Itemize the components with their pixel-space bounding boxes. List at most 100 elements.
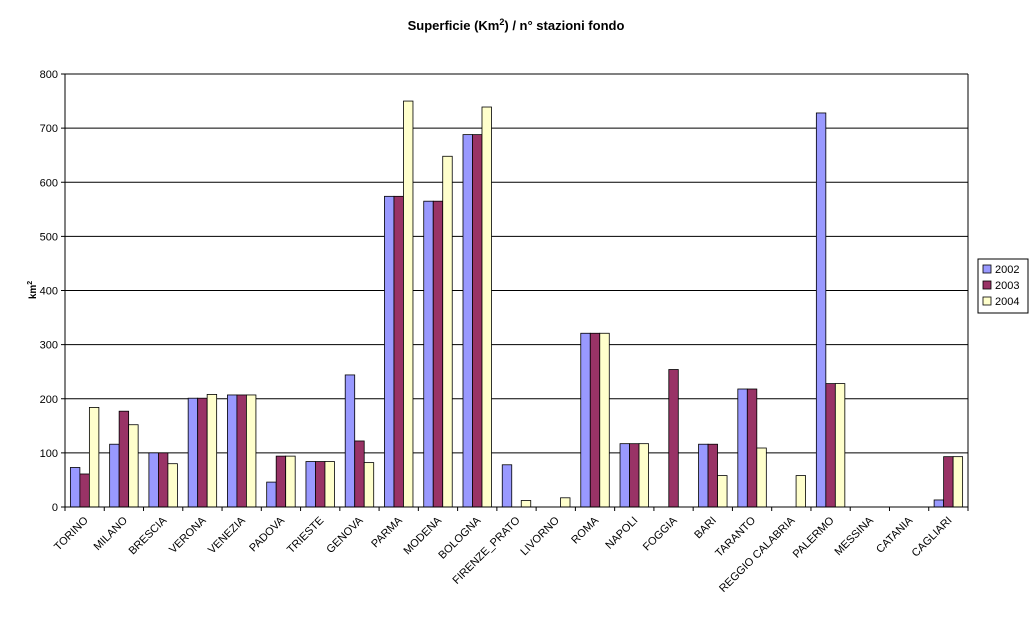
bar-2003-venezia: [236, 394, 247, 508]
bar-2003-bologna: [472, 134, 483, 508]
bar-2002-verona: [187, 397, 199, 508]
bar-2004-parma: [403, 100, 414, 508]
chart-title-rest: ) / n° stazioni fondo: [504, 18, 624, 33]
bar-2004-venezia: [246, 394, 257, 508]
legend-label-2003: 2003: [995, 280, 1019, 292]
bar-2003-padova: [275, 455, 287, 508]
bars: [69, 100, 964, 508]
x-tick-label: GENOVA: [324, 514, 366, 556]
x-tick-label: VERONA: [167, 514, 209, 556]
x-tick-label: CAGLIARI: [910, 515, 955, 560]
bar-2004-palermo: [834, 383, 846, 508]
bar-2003-roma: [589, 332, 601, 508]
chart-title-main: Superficie (Km: [408, 18, 500, 33]
bar-2003-trieste: [315, 461, 326, 508]
bar-2003-taranto: [746, 388, 758, 508]
bar-2002-bari: [698, 443, 709, 508]
legend-swatch-2003: [982, 280, 992, 290]
bar-2004-firenze-prato: [520, 500, 532, 508]
y-tick-label: 600: [40, 177, 58, 189]
y-tick-label: 700: [40, 123, 58, 135]
bar-2003-napoli: [629, 443, 640, 508]
bar-2002-brescia: [148, 452, 159, 508]
legend-swatch-2002: [982, 264, 992, 274]
x-tick-label: PALERMO: [791, 514, 837, 560]
x-tick-label: CATANIA: [874, 514, 916, 556]
x-tick-label: REGGIO CALABRIA: [717, 514, 798, 595]
bar-2004-milano: [128, 424, 139, 508]
bar-2004-livorno: [560, 497, 571, 508]
x-tick-label: TRIESTE: [285, 515, 326, 556]
y-tick-label: 400: [40, 286, 58, 298]
bar-2003-bari: [707, 443, 718, 508]
x-tick-label: PARMA: [369, 514, 405, 550]
x-tick-label: PADOVA: [247, 514, 287, 554]
bar-2003-milano: [118, 410, 130, 508]
bar-2003-torino: [79, 473, 90, 508]
bar-2003-verona: [197, 397, 208, 508]
bar-2004-brescia: [167, 463, 178, 508]
bar-2003-cagliari: [943, 456, 954, 508]
bar-2004-napoli: [638, 443, 649, 508]
bar-2002-genova: [344, 374, 356, 508]
x-tick-label: MESSINA: [832, 514, 876, 558]
y-axis-label-superscript: 2: [27, 281, 34, 285]
bar-2004-cagliari: [952, 456, 964, 508]
bar-2004-padova: [285, 455, 296, 508]
bar-2002-milano: [109, 443, 120, 508]
bar-2002-modena: [423, 200, 434, 508]
bar-2003-genova: [354, 440, 365, 508]
bar-2003-foggia: [668, 369, 679, 508]
bar-2002-torino: [69, 467, 81, 508]
legend-label-2004: 2004: [995, 296, 1019, 308]
bar-2004-trieste: [324, 461, 335, 508]
axes: [64, 73, 969, 511]
chart-title-superscript: 2: [499, 17, 504, 27]
x-tick-label: FOGGIA: [641, 514, 680, 553]
bar-2002-palermo: [815, 112, 827, 508]
bar-2004-bari: [717, 475, 728, 508]
y-axis-label: km2: [27, 281, 39, 299]
bar-2002-bologna: [462, 134, 473, 508]
bar-2002-taranto: [737, 388, 748, 508]
bar-2002-napoli: [619, 443, 630, 508]
x-tick-label: TORINO: [52, 514, 91, 553]
bar-2003-palermo: [825, 383, 836, 508]
y-tick-label: 100: [40, 448, 58, 460]
bar-2002-padova: [266, 481, 277, 508]
bar-2004-roma: [599, 332, 610, 508]
bar-2004-genova: [363, 462, 375, 508]
y-tick-label: 500: [40, 231, 58, 243]
y-tick-label: 0: [52, 502, 58, 514]
bar-2002-firenze-prato: [501, 464, 513, 508]
y-tick-label: 200: [40, 394, 58, 406]
y-tick-label: 800: [40, 69, 58, 81]
legend-label-2002: 2002: [995, 264, 1019, 276]
bar-2002-venezia: [227, 394, 238, 508]
legend-swatch-2004: [982, 296, 992, 306]
bar-2003-brescia: [158, 452, 169, 508]
bar-2002-cagliari: [933, 499, 945, 508]
bar-2003-modena: [432, 200, 444, 508]
x-tick-label: BRESCIA: [127, 514, 170, 557]
bar-2004-taranto: [756, 447, 767, 508]
bar-2002-roma: [580, 332, 591, 508]
bar-2003-parma: [393, 195, 404, 508]
legend: 2002 2003 2004: [977, 258, 1029, 314]
x-tick-label: LIVORNO: [518, 514, 562, 558]
bar-2004-bologna: [481, 106, 492, 508]
y-tick-labels: 0 100 200 300 400 500 600 700 800: [40, 69, 58, 514]
y-tick-label: 300: [40, 340, 58, 352]
bar-2002-trieste: [305, 461, 316, 508]
x-tick-label: ROMA: [569, 514, 601, 546]
y-axis-label-main: km: [28, 285, 39, 300]
bar-2004-torino: [88, 407, 100, 508]
bar-2004-modena: [442, 155, 453, 508]
bar-2004-reggio-calabria: [795, 475, 806, 508]
bar-2002-parma: [384, 195, 395, 508]
x-tick-label: MILANO: [92, 514, 131, 553]
x-tick-label: FIRENZE_PRATO: [450, 514, 522, 586]
